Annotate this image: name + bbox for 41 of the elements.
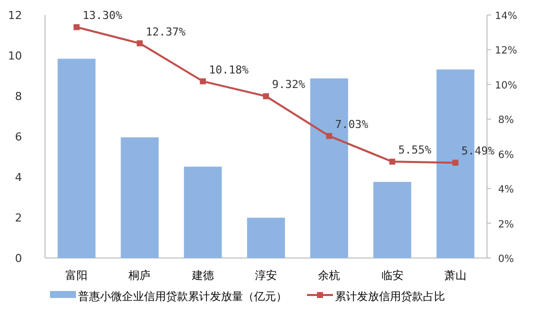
data-label: 5.55% — [398, 144, 432, 157]
y2-tick-label: 8% — [498, 115, 514, 126]
legend-label: 普惠小微企业信用贷款累计发放量（亿元） — [78, 290, 287, 303]
legend-label: 累计发放信用贷款占比 — [335, 290, 445, 303]
y-tick-label: 2 — [15, 212, 22, 224]
y-tick-label: 8 — [15, 90, 22, 103]
point — [263, 93, 269, 100]
y2-tick-label: 0% — [498, 254, 514, 265]
data-label: 13.30% — [82, 9, 123, 22]
y2-tick-label: 10% — [494, 80, 518, 92]
y2-tick-label: 14% — [494, 11, 518, 22]
point — [389, 158, 396, 165]
y2-tick-label: 4% — [498, 184, 514, 196]
x-tick-label: 桐庐 — [128, 269, 151, 282]
point — [136, 40, 143, 46]
y-tick-label: 10 — [8, 50, 22, 62]
data-label: 10.18% — [208, 63, 249, 76]
x-tick-label: 余杭 — [318, 269, 340, 282]
bar — [58, 58, 96, 258]
bar — [184, 166, 222, 258]
x-tick-label: 建德 — [190, 269, 214, 282]
y2-tick-label: 2% — [498, 219, 514, 230]
y2-tick-label: 12% — [494, 46, 518, 57]
y-tick-label: 4 — [15, 171, 22, 184]
y2-tick-label: 6% — [498, 150, 514, 161]
x-tick-label: 淳安 — [255, 269, 277, 282]
y-tick-label: 0 — [15, 252, 22, 265]
x-tick-label: 富阳 — [66, 269, 88, 282]
y-tick-label: 6 — [15, 130, 22, 144]
point — [200, 78, 206, 84]
bar — [373, 182, 412, 258]
x-tick-label: 萧山 — [444, 269, 466, 282]
point — [452, 160, 458, 166]
bar — [120, 137, 159, 258]
point — [74, 24, 80, 30]
data-label: 9.32% — [272, 78, 306, 92]
data-label: 12.37% — [146, 25, 186, 38]
x-tick-label: 临安 — [381, 269, 404, 282]
bar — [247, 218, 285, 258]
y-tick-label: 12 — [8, 9, 22, 22]
point — [326, 132, 332, 139]
